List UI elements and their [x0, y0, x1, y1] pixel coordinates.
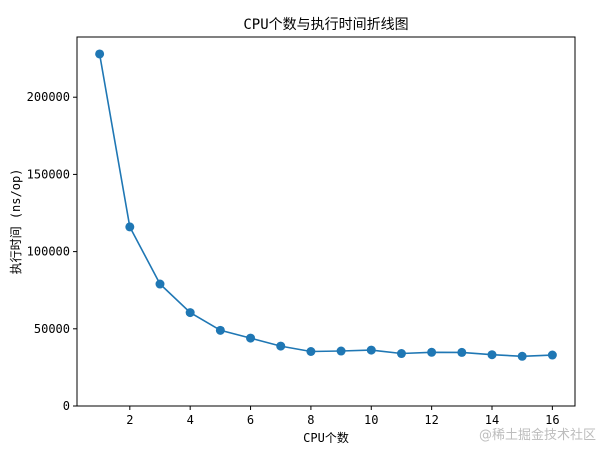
data-point — [125, 222, 135, 232]
y-tick-label: 100000 — [27, 245, 70, 259]
data-point — [185, 308, 195, 318]
x-tick-label: 8 — [307, 413, 314, 427]
y-tick-label: 50000 — [34, 322, 70, 336]
watermark: @稀土掘金技术社区 — [479, 427, 596, 443]
y-axis-title: 执行时间 (ns/op) — [9, 169, 23, 275]
data-point — [366, 345, 376, 355]
x-tick-label: 14 — [485, 413, 499, 427]
series-layer — [95, 49, 557, 361]
data-point — [396, 349, 406, 359]
data-point — [517, 351, 527, 361]
data-point — [427, 347, 437, 357]
data-point — [336, 346, 346, 356]
data-point — [246, 333, 256, 343]
data-point — [95, 49, 105, 59]
x-tick-label: 12 — [424, 413, 438, 427]
x-axis-title: CPU个数 — [303, 430, 349, 445]
x-tick-label: 10 — [364, 413, 378, 427]
y-tick-label: 0 — [63, 399, 70, 413]
y-tick-label: 150000 — [27, 167, 70, 181]
data-point — [215, 325, 225, 335]
data-point — [487, 350, 497, 360]
x-tick-label: 2 — [126, 413, 133, 427]
series-line — [98, 53, 553, 358]
y-axis: 0 50000 100000 150000 200000 — [27, 90, 77, 413]
data-point — [276, 341, 286, 351]
x-axis: 2 4 6 8 10 12 14 16 — [126, 406, 560, 427]
data-point — [547, 350, 557, 360]
data-point — [457, 347, 467, 357]
x-tick-label: 6 — [247, 413, 254, 427]
chart-title: CPU个数与执行时间折线图 — [243, 17, 408, 33]
y-tick-label: 200000 — [27, 90, 70, 104]
data-point — [155, 279, 165, 289]
x-tick-label: 4 — [187, 413, 194, 427]
plot-area-frame — [76, 36, 576, 407]
data-point — [306, 346, 316, 356]
x-tick-label: 16 — [545, 413, 559, 427]
